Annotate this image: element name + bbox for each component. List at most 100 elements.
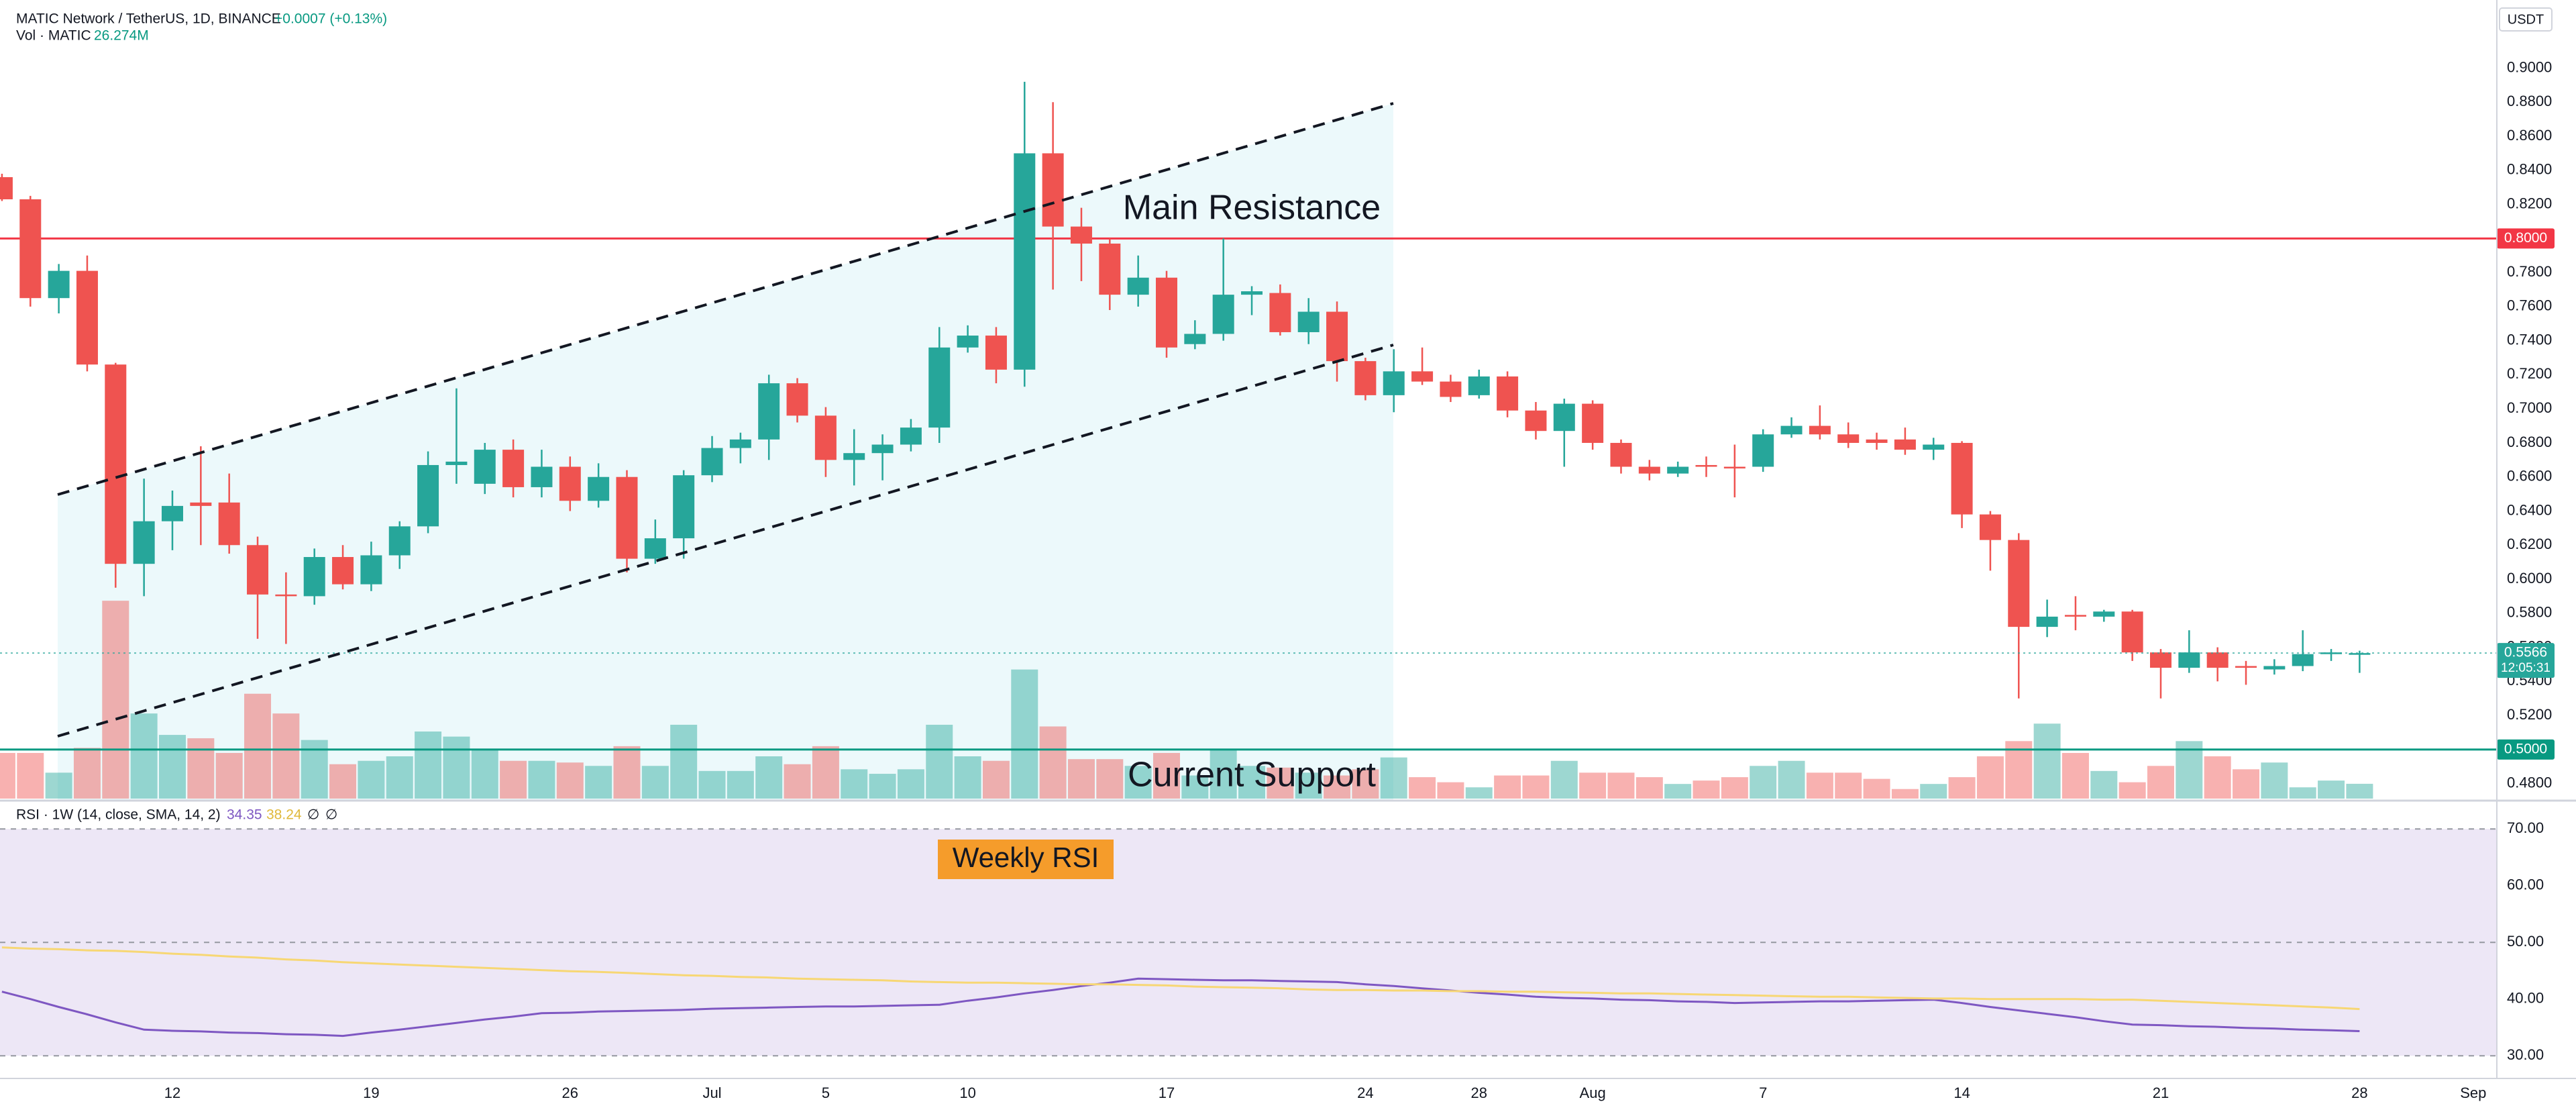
y-tick-label: 0.9000 [2507, 58, 2552, 75]
candle-body [48, 270, 70, 299]
candle-body [1780, 425, 1803, 435]
volume-bar [1721, 777, 1748, 799]
volume-bar [358, 760, 385, 799]
y-tick-label: 0.6400 [2507, 501, 2552, 518]
volume-bar [1437, 782, 1464, 799]
candle-body [76, 270, 98, 365]
candle-body [1127, 277, 1149, 295]
candle-body [2064, 615, 2086, 617]
x-tick-label: 28 [1471, 1084, 1487, 1101]
candle-body [2320, 652, 2343, 654]
volume-bar [2118, 782, 2146, 799]
rsi-extra: ∅ [307, 807, 319, 823]
candle-body [19, 199, 42, 299]
volume-bar [2346, 783, 2373, 799]
volume-bar [1324, 775, 1351, 799]
volume-bar [1806, 772, 1833, 799]
rsi-line [1, 946, 2360, 1011]
volume-bar [727, 770, 754, 799]
rsi-value: 34.35 [227, 807, 262, 823]
candle-body [1553, 403, 1575, 432]
volume-bar [1096, 759, 1124, 799]
volume-bar [1750, 766, 1777, 799]
candle-body [786, 383, 808, 416]
candle-body [900, 427, 922, 445]
level-label: 0.5000 [2504, 741, 2547, 756]
volume-bar [2204, 756, 2231, 799]
candle-body [1184, 334, 1206, 344]
volume-bar [2005, 741, 2033, 799]
volume-bar [2261, 762, 2288, 799]
volume-bar [215, 752, 243, 799]
currency: USDT [2508, 12, 2544, 27]
x-tick-label: 17 [1159, 1084, 1175, 1101]
volume-bar [2090, 770, 2118, 799]
candle-body [1497, 376, 1519, 411]
volume-bar [415, 731, 442, 799]
volume-bar [1124, 766, 1152, 799]
channel [58, 103, 1393, 801]
y-tick-label: 0.7600 [2507, 297, 2552, 314]
candle-body [2036, 616, 2058, 627]
annotation: Current Support [1128, 756, 1377, 795]
y-tick-label: 0.8800 [2507, 93, 2552, 109]
candle-body [161, 505, 183, 521]
candle-body [531, 466, 553, 487]
candle-body [1866, 439, 1888, 443]
volume-bar [272, 713, 300, 799]
candle-body [445, 461, 468, 465]
last-price-tag [2497, 643, 2555, 678]
candle-body [1979, 514, 2001, 540]
y-tick-label: 50.00 [2507, 933, 2544, 950]
volume-bar [2033, 723, 2061, 799]
annotation-box [938, 840, 1114, 879]
volume-bar [244, 693, 272, 799]
x-tick-label: Sep [2460, 1084, 2486, 1101]
volume-bar [102, 601, 129, 799]
candle-body [1638, 466, 1660, 474]
candle-body [105, 364, 127, 564]
x-tick-label: 26 [562, 1084, 578, 1101]
candle-body [1809, 425, 1831, 435]
currency-box [2499, 7, 2553, 32]
volume-bar [1976, 756, 2004, 799]
volume-bar [1465, 787, 1493, 799]
price-change: +0.0007 (+0.13%) [274, 11, 387, 27]
y-tick-label: 0.5800 [2507, 604, 2552, 621]
candle-body [2349, 653, 2371, 655]
candle-body [673, 475, 695, 539]
volume-bar [329, 764, 357, 799]
x-tick-label: 7 [1759, 1084, 1767, 1101]
candle-body [1326, 311, 1348, 362]
candle-body [2149, 652, 2171, 668]
volume-bar [613, 746, 641, 799]
volume-bar [869, 774, 896, 799]
y-tick-label: 70.00 [2507, 819, 2544, 836]
y-tick-label: 30.00 [2507, 1046, 2544, 1063]
candle-body [190, 502, 212, 506]
volume-bar [1152, 752, 1180, 799]
candle-body [729, 439, 751, 448]
candle-body [2178, 652, 2200, 668]
candle-body [843, 453, 865, 460]
volume-bar [641, 766, 669, 799]
candle-body [1383, 371, 1405, 395]
volume-bar [1550, 760, 1578, 799]
rsi-title: RSI · 1W (14, close, SMA, 14, 2) [16, 807, 221, 823]
candle-body [1297, 311, 1320, 332]
volume-bar [500, 760, 527, 799]
x-tick-label: Jul [702, 1084, 721, 1101]
candle-body [1099, 243, 1121, 295]
volume-bar [1891, 789, 1919, 799]
candle-body [2008, 540, 2030, 627]
candle-body [388, 526, 411, 556]
x-tick-label: Aug [1580, 1084, 1606, 1101]
chart-title: MATIC Network / TetherUS, 1D, BINANCE [16, 11, 281, 27]
x-tick-label: 10 [959, 1084, 975, 1101]
channel-fill [58, 103, 1393, 801]
candle-body [303, 557, 325, 597]
y-tick-label: 0.7400 [2507, 331, 2552, 348]
volume-bar [1181, 775, 1209, 799]
